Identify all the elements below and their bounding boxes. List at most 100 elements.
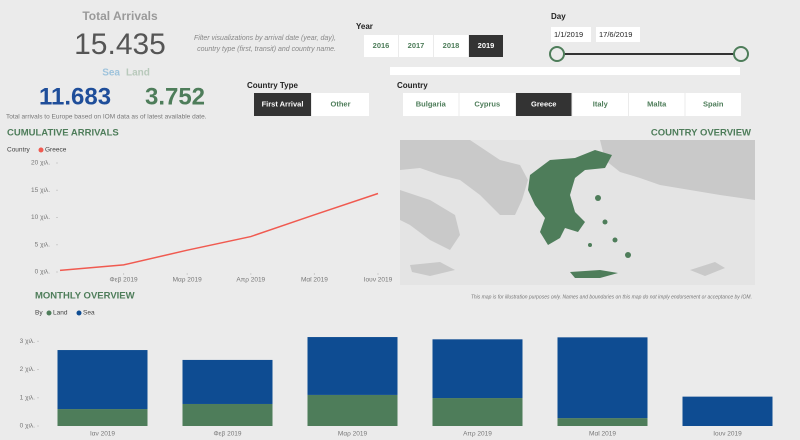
crete	[570, 270, 618, 278]
x-tick-label: Ιουν 2019	[713, 431, 742, 438]
filter-button[interactable]	[403, 93, 459, 116]
x-tick-label: Φεβ 2019	[213, 431, 241, 438]
filter-button[interactable]	[254, 93, 311, 116]
year-label: Year	[356, 22, 373, 31]
filter-button[interactable]	[399, 35, 433, 57]
filter-button-label[interactable]: Bulgaria	[416, 99, 447, 108]
kpi-note: Total arrivals to Europe based on IOM da…	[6, 114, 207, 121]
filter-button[interactable]	[629, 93, 685, 116]
legend-title: Country	[7, 147, 31, 154]
filter-button[interactable]	[516, 93, 572, 116]
kpi-total: 15.435	[74, 28, 166, 61]
filter-button-label[interactable]: Italy	[593, 99, 609, 108]
island	[595, 195, 601, 201]
map	[400, 140, 755, 285]
bar-segment	[432, 398, 523, 426]
filter-button-label[interactable]: First Arrival	[262, 99, 304, 108]
kpi-sea: 11.683	[39, 83, 111, 110]
legend-label: Land	[53, 310, 68, 317]
filter-button[interactable]	[469, 35, 503, 57]
legend-swatch	[46, 310, 52, 316]
filter-button[interactable]	[459, 93, 516, 116]
y-tick-label: 15 χιλ.	[31, 187, 50, 194]
y-tick-label: 20 χιλ.	[31, 160, 50, 167]
date-from: 1/1/2019	[554, 30, 583, 39]
y-tick-label: 5 χιλ.	[35, 241, 51, 248]
y-tick-label: 2 χιλ.	[20, 366, 36, 373]
filter-button[interactable]	[364, 35, 398, 57]
map-land	[400, 190, 460, 250]
bar-segment	[432, 339, 523, 399]
date-box[interactable]	[551, 27, 591, 42]
filter-button-label[interactable]: 2017	[408, 41, 425, 50]
bar-segment	[182, 403, 273, 426]
y-tick-label: 0 χιλ.	[35, 269, 51, 276]
island	[612, 237, 618, 243]
filter-button[interactable]	[312, 93, 369, 116]
filter-button-label[interactable]: 2018	[443, 41, 460, 50]
x-tick-label: Ιουν 2019	[364, 277, 393, 284]
island	[588, 243, 592, 247]
filter-button-label[interactable]: 2016	[373, 41, 390, 50]
greece	[528, 150, 612, 245]
y-tick-label: 1 χιλ.	[20, 394, 36, 401]
day-label: Day	[551, 12, 566, 21]
filter-button[interactable]	[685, 93, 742, 116]
map-land	[400, 140, 528, 215]
bar-segment	[557, 418, 648, 426]
filter-button[interactable]	[434, 35, 468, 57]
kpi-sea-label: Sea	[102, 68, 120, 79]
x-tick-label: Μαρ 2019	[173, 277, 203, 284]
map-note: This map is for illustration purposes on…	[471, 294, 752, 300]
island	[625, 252, 631, 258]
filter-button-label[interactable]: Malta	[647, 99, 667, 108]
bar-segment	[57, 350, 148, 410]
x-tick-label: Μαϊ 2019	[301, 277, 328, 284]
y-tick-label: 0 χιλ.	[20, 423, 36, 430]
slider-handle[interactable]	[549, 46, 565, 62]
date-to: 17/6/2019	[599, 30, 632, 39]
country-label: Country	[397, 81, 428, 90]
x-tick-label: Φεβ 2019	[110, 277, 138, 284]
chart-title: CUMULATIVE ARRIVALS	[7, 128, 119, 139]
bar-segment	[682, 396, 773, 426]
kpi-land: 3.752	[145, 83, 205, 110]
legend-swatch	[38, 147, 44, 153]
x-tick-label: Ιαν 2019	[90, 431, 115, 438]
x-tick-label: Απρ 2019	[463, 431, 492, 438]
bar-segment	[182, 359, 273, 404]
scrollbar	[390, 67, 740, 75]
legend-swatch	[76, 310, 82, 316]
kpi-land-label: Land	[126, 68, 150, 79]
map-land	[410, 262, 455, 276]
legend-title: By	[35, 310, 43, 317]
legend-label: Greece	[45, 147, 67, 154]
filter-button-label[interactable]: Other	[330, 99, 350, 108]
legend-label: Sea	[83, 310, 95, 317]
y-tick-label: 3 χιλ.	[20, 338, 36, 345]
map-land	[690, 262, 725, 276]
filter-button-label[interactable]: Cyprus	[474, 99, 500, 108]
filter-button-label[interactable]: Spain	[703, 99, 724, 108]
x-tick-label: Απρ 2019	[236, 277, 265, 284]
y-tick-label: 10 χιλ.	[31, 214, 50, 221]
filter-note: Filter visualizations by arrival date (y…	[194, 35, 336, 42]
map-title: COUNTRY OVERVIEW	[651, 128, 751, 139]
filter-note: country type (first, transit) and countr…	[197, 46, 336, 53]
chart-title: MONTHLY OVERVIEW	[35, 291, 135, 302]
bar-segment	[307, 337, 398, 395]
x-tick-label: Μαρ 2019	[338, 431, 368, 438]
bar-segment	[557, 337, 648, 419]
date-box[interactable]	[596, 27, 640, 42]
country-type-label: Country Type	[247, 81, 299, 90]
bar-segment	[307, 394, 398, 426]
bar-segment	[57, 409, 148, 426]
island	[602, 219, 608, 225]
filter-button[interactable]	[572, 93, 629, 116]
slider-handle[interactable]	[733, 46, 749, 62]
filter-button-label[interactable]: Greece	[531, 99, 556, 108]
x-tick-label: Μαϊ 2019	[589, 431, 616, 438]
filter-button-label[interactable]: 2019	[478, 41, 495, 50]
map-land	[600, 140, 755, 200]
